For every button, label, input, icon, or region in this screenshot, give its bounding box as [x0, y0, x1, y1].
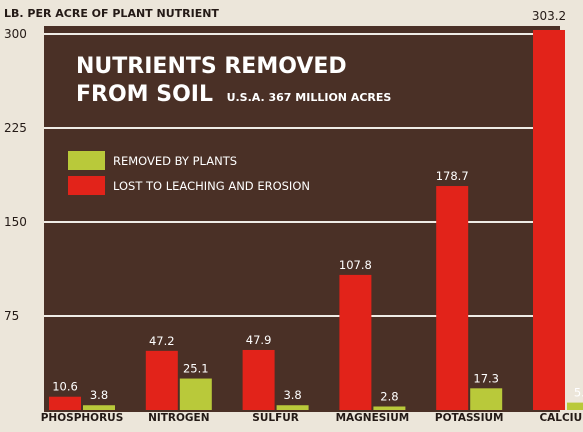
legend-swatch — [68, 151, 105, 170]
y-tick-label: 150 — [4, 215, 27, 229]
value-label: 5.9 — [574, 386, 583, 400]
bar — [373, 406, 406, 410]
value-label: 178.7 — [436, 169, 469, 183]
category-label: MAGNESIUM — [336, 412, 410, 424]
value-label: 2.8 — [380, 389, 398, 403]
legend-label: LOST TO LEACHING AND EROSION — [113, 179, 310, 193]
value-label: 47.9 — [246, 333, 272, 347]
category-label: CALCIUM — [539, 412, 583, 424]
legend-label: REMOVED BY PLANTS — [113, 154, 237, 168]
category-label: POTASSIUM — [435, 412, 504, 424]
chart-title-line2: FROM SOIL U.S.A. 367 MILLION ACRES — [76, 82, 391, 107]
bar — [83, 405, 115, 410]
plot-background — [44, 26, 560, 412]
gridlines — [44, 33, 560, 317]
legend: REMOVED BY PLANTS LOST TO LEACHING AND ER… — [68, 151, 310, 195]
category-label: SULFUR — [252, 412, 299, 424]
value-label: 25.1 — [183, 362, 209, 376]
bars — [49, 29, 583, 411]
chart-title: NUTRIENTS REMOVED — [76, 54, 347, 79]
y-axis-label: LB. PER ACRE OF PLANT NUTRIENT — [4, 7, 219, 20]
value-label: 17.3 — [473, 371, 499, 385]
value-label: 10.6 — [52, 380, 78, 394]
value-label: 303.2 — [532, 9, 566, 23]
bar — [179, 378, 212, 410]
y-tick-label: 75 — [4, 309, 19, 323]
category-label: NITROGEN — [148, 412, 209, 424]
value-labels: 10.6 3.8 47.2 25.1 47.9 3.8 107.8 2.8 178.7 17.3 3… — [52, 9, 583, 403]
value-label: 47.2 — [149, 334, 175, 348]
y-tick-labels: 75 150 225 300 — [4, 27, 27, 323]
category-labels: PHOSPHORUS NITROGEN SULFUR MAGNESIUM POTASSI… — [41, 412, 583, 424]
bar — [276, 405, 309, 410]
bar — [436, 186, 469, 410]
category-label: PHOSPHORUS — [41, 412, 124, 424]
chart-subtitle: U.S.A. 367 MILLION ACRES — [227, 91, 392, 104]
bar — [533, 29, 565, 411]
bar — [339, 274, 372, 410]
value-label: 3.8 — [283, 388, 301, 402]
y-tick-label: 300 — [4, 27, 27, 41]
value-label: 3.8 — [90, 388, 108, 402]
legend-swatch — [68, 176, 105, 195]
value-label: 107.8 — [339, 258, 372, 272]
bar — [49, 396, 81, 410]
bar — [242, 349, 275, 410]
bar — [470, 388, 503, 410]
bar — [145, 350, 178, 410]
bar — [567, 402, 583, 410]
chart-title-line2-main: FROM SOIL — [76, 82, 213, 107]
y-tick-label: 225 — [4, 121, 27, 135]
